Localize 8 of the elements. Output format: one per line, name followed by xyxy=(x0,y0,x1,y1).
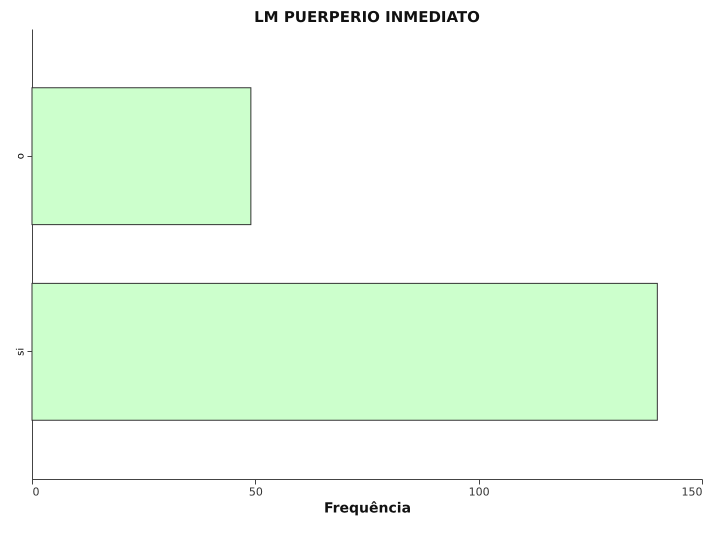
y-tick-label: o xyxy=(16,153,26,160)
y-tick-label: si xyxy=(16,348,26,356)
x-tick-label: 50 xyxy=(248,486,263,498)
x-axis-title: Frequência xyxy=(324,500,412,516)
x-tick-label: 100 xyxy=(468,486,490,498)
x-tick-label: 150 xyxy=(682,486,702,498)
x-tick-label: 0 xyxy=(32,486,40,498)
chart-title: LM PUERPERIO INMEDIATO xyxy=(254,8,480,26)
